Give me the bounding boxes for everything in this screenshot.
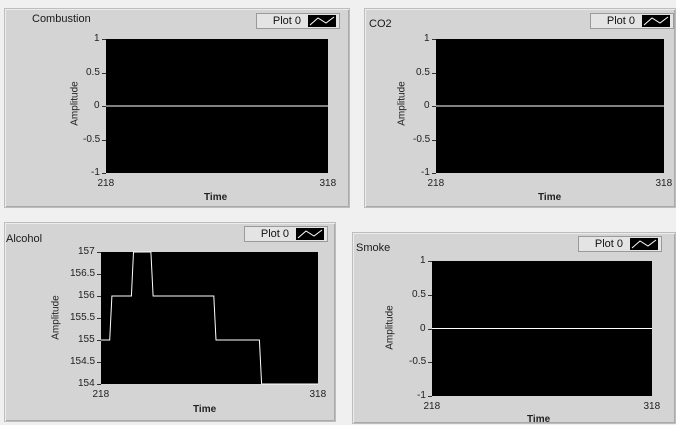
y-tick-label: 0 [420, 322, 426, 334]
graph-title-co2: CO2 [369, 18, 392, 30]
plot-legend-alcohol[interactable]: Plot 0 [244, 226, 328, 242]
plot-legend-smoke[interactable]: Plot 0 [578, 236, 662, 252]
y-tick-mark [432, 73, 436, 74]
y-tick-mark [432, 140, 436, 141]
y-tick-mark [97, 340, 101, 341]
y-tick-mark [97, 362, 101, 363]
series-line-plot-0 [101, 251, 318, 385]
graph-title-alcohol: Alcohol [6, 233, 43, 245]
plot-legend-combustion[interactable]: Plot 0 [256, 13, 340, 29]
y-axis-label-co2: Amplitude [396, 81, 408, 126]
y-tick-label: 155 [78, 334, 95, 345]
line-style-icon [630, 238, 658, 250]
y-tick-label: -0.5 [413, 133, 431, 145]
plot-canvas [101, 251, 318, 385]
y-tick-mark [97, 274, 101, 275]
x-axis-label-alcohol: Time [193, 404, 217, 415]
graph-title-smoke: Smoke [356, 242, 391, 254]
y-tick-label: 0.5 [412, 288, 426, 300]
y-tick-mark [102, 39, 106, 40]
y-tick-label: 156 [78, 290, 95, 301]
y-axis-label-alcohol: Amplitude [50, 295, 62, 340]
y-tick-mark [432, 39, 436, 40]
x-axis-label-co2: Time [538, 192, 562, 203]
plot-legend-label: Plot 0 [272, 15, 301, 27]
y-tick-label: 156.5 [70, 268, 96, 279]
y-tick-mark [102, 140, 106, 141]
y-tick-mark [97, 296, 101, 297]
x-tick-label: 218 [97, 178, 115, 189]
line-style-icon [642, 15, 670, 27]
y-tick-mark [97, 252, 101, 253]
y-tick-mark [432, 173, 436, 174]
plot-legend-co2[interactable]: Plot 0 [590, 13, 674, 29]
plot-canvas [432, 328, 652, 329]
y-tick-mark [102, 106, 106, 107]
x-axis-label-smoke: Time [527, 414, 551, 425]
y-tick-mark [428, 396, 432, 397]
graph-title-combustion: Combustion [32, 13, 91, 25]
line-style-icon [308, 15, 336, 27]
y-tick-mark [428, 261, 432, 262]
y-tick-mark [102, 73, 106, 74]
y-tick-mark [428, 329, 432, 330]
plot-area-co2[interactable] [436, 39, 664, 173]
y-tick-label: 154.5 [70, 356, 96, 367]
x-tick-label: 318 [655, 178, 673, 189]
y-tick-label: 154 [78, 378, 95, 389]
plot-legend-label: Plot 0 [606, 15, 635, 27]
y-tick-mark [428, 295, 432, 296]
plot-area-smoke[interactable] [432, 261, 652, 396]
y-axis-label-combustion: Amplitude [69, 81, 81, 126]
y-tick-label: -1 [91, 167, 100, 178]
y-tick-mark [428, 362, 432, 363]
plot-legend-label: Plot 0 [594, 238, 623, 250]
y-axis-label-smoke: Amplitude [384, 305, 396, 350]
plot-canvas [436, 105, 664, 107]
y-tick-label: -1 [417, 390, 426, 401]
y-tick-mark [97, 318, 101, 319]
x-axis-label-combustion: Time [204, 192, 228, 203]
y-tick-label: 0 [424, 100, 430, 111]
plot-area-combustion[interactable] [106, 39, 328, 173]
y-tick-label: 0.5 [86, 66, 100, 78]
x-tick-label: 218 [423, 401, 441, 412]
y-tick-label: 1 [420, 255, 426, 266]
x-tick-label: 318 [309, 389, 327, 400]
y-tick-mark [432, 106, 436, 107]
y-tick-mark [102, 173, 106, 174]
y-tick-label: 0 [94, 100, 100, 111]
y-tick-label: 1 [424, 33, 430, 44]
x-tick-label: 218 [92, 389, 110, 400]
y-tick-label: 1 [94, 33, 100, 44]
line-style-icon [296, 228, 324, 240]
x-tick-label: 218 [427, 178, 445, 189]
y-tick-label: 157 [78, 246, 95, 257]
y-tick-mark [97, 384, 101, 385]
x-tick-label: 318 [643, 401, 661, 412]
y-tick-label: 0.5 [416, 66, 430, 78]
y-tick-label: -1 [421, 167, 430, 178]
y-tick-label: 155.5 [70, 312, 96, 323]
x-tick-label: 318 [319, 178, 337, 189]
y-tick-label: -0.5 [409, 356, 427, 368]
plot-legend-label: Plot 0 [260, 228, 289, 240]
y-tick-label: -0.5 [83, 133, 101, 145]
plot-canvas [106, 105, 328, 107]
plot-area-alcohol[interactable] [101, 251, 318, 385]
